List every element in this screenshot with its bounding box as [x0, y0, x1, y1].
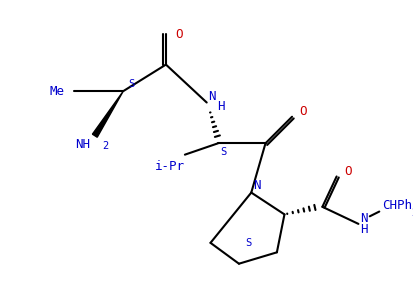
Text: i-Pr: i-Pr	[154, 160, 185, 173]
Text: O: O	[344, 165, 352, 178]
Text: O: O	[176, 28, 183, 41]
Text: Me: Me	[50, 85, 64, 98]
Text: H: H	[217, 100, 225, 113]
Text: N: N	[209, 90, 216, 103]
Text: NH: NH	[75, 138, 90, 151]
Text: S: S	[245, 238, 252, 248]
Polygon shape	[93, 91, 123, 137]
Text: 2: 2	[411, 208, 413, 219]
Text: S: S	[220, 147, 226, 157]
Text: CHPh: CHPh	[382, 199, 412, 212]
Text: 2: 2	[102, 141, 109, 151]
Text: S: S	[128, 80, 134, 89]
Text: N: N	[360, 212, 368, 225]
Text: N: N	[253, 178, 261, 192]
Text: O: O	[300, 105, 307, 119]
Text: H: H	[360, 223, 368, 236]
